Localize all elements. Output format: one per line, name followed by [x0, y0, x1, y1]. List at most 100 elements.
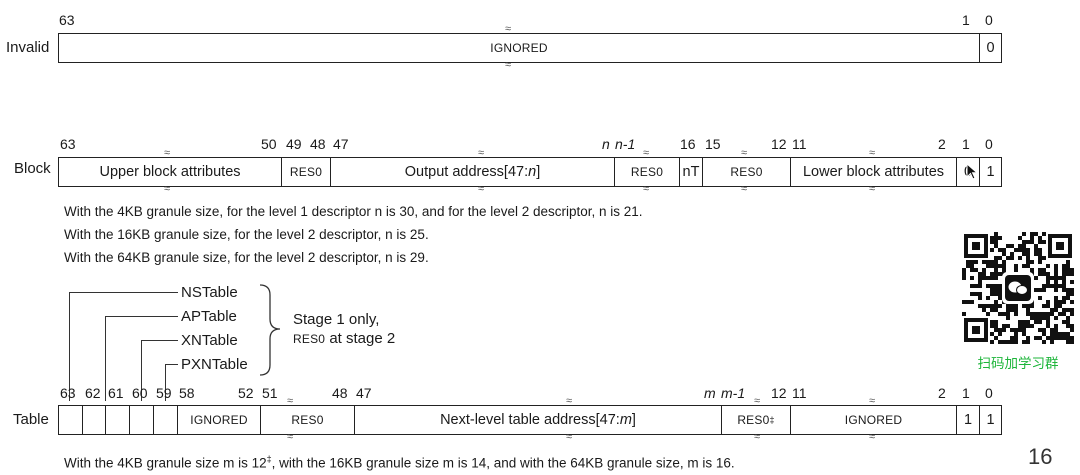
qr-module [1062, 296, 1066, 300]
qr-module [994, 292, 998, 296]
qr-module [1006, 244, 1010, 248]
break-mark-icon: ≈ [478, 183, 485, 195]
qr-module [1066, 320, 1070, 324]
upper-block-attributes-field: Upper block attributes [99, 164, 241, 180]
qr-module [1034, 316, 1038, 320]
qr-module [978, 284, 982, 288]
qr-module [1026, 264, 1030, 268]
next-address-suffix: ] [631, 412, 636, 428]
block-note-4kb: With the 4KB granule size, for the level… [64, 204, 643, 219]
qr-module [994, 300, 998, 304]
bit-number-2: 2 [938, 385, 946, 401]
qr-module [994, 288, 998, 292]
qr-module [1070, 340, 1074, 344]
qr-module [1066, 324, 1070, 328]
block-row-label: Block [14, 160, 51, 177]
break-mark-icon: ≈ [754, 431, 761, 443]
bit-number-63: 63 [60, 385, 76, 401]
stage1-only-note: Stage 1 only, [293, 311, 380, 328]
qr-module [1066, 316, 1070, 320]
qr-module [986, 260, 990, 264]
qr-module [1070, 300, 1074, 304]
field-divider [679, 158, 680, 186]
field-divider [330, 158, 331, 186]
qr-module [1034, 336, 1038, 340]
page-number: 16 [1028, 444, 1053, 469]
output-address-suffix: ] [536, 164, 541, 180]
ignored-field: IGNORED [190, 413, 248, 427]
qr-module [1070, 328, 1074, 332]
qr-module [1070, 292, 1074, 296]
qr-module [1018, 236, 1022, 240]
qr-module [1054, 288, 1058, 292]
qr-module [1062, 312, 1066, 316]
qr-module [990, 332, 994, 336]
bit-number-0: 0 [985, 385, 993, 401]
qr-module [962, 300, 966, 304]
qr-module [1010, 336, 1014, 340]
qr-module [998, 292, 1002, 296]
footnote-part1: With the 4KB granule size m is 12 [64, 455, 267, 471]
qr-module [1070, 268, 1074, 272]
qr-module [1054, 264, 1058, 268]
qr-module [1010, 328, 1014, 332]
qr-module [966, 264, 970, 268]
qr-module [1042, 312, 1046, 316]
qr-module [1062, 264, 1066, 268]
field-divider [979, 406, 980, 434]
res0-field: RES0 [730, 165, 763, 179]
res0-field: RES0 [289, 165, 323, 179]
qr-module [1046, 336, 1050, 340]
qr-module [1042, 316, 1046, 320]
qr-module [1038, 260, 1042, 264]
bit-number-15: 15 [705, 136, 721, 152]
qr-module [1026, 260, 1030, 264]
bit-number-61: 61 [108, 385, 124, 401]
qr-module [990, 324, 994, 328]
legend-nstable: NSTable [181, 284, 238, 301]
qr-module [1070, 288, 1074, 292]
qr-module [1026, 248, 1030, 252]
qr-module [994, 264, 998, 268]
qr-module [1030, 260, 1034, 264]
qr-module [978, 276, 982, 280]
qr-module [1018, 248, 1022, 252]
output-address-field: Output address[47: n] [331, 158, 614, 186]
bit-number-n-minus-1: n-1 [615, 136, 636, 152]
wechat-qr-code[interactable] [962, 232, 1074, 344]
qr-module [994, 276, 998, 280]
break-mark-icon: ≈ [741, 147, 748, 159]
bit-number-11: 11 [792, 385, 807, 401]
qr-module [1046, 264, 1050, 268]
qr-module [1042, 288, 1046, 292]
qr-module [1030, 324, 1034, 328]
qr-module [1002, 340, 1006, 344]
qr-module [1042, 340, 1046, 344]
field-divider [82, 406, 83, 434]
qr-module [1006, 340, 1010, 344]
qr-module [998, 236, 1002, 240]
qr-module [994, 244, 998, 248]
qr-module [1002, 328, 1006, 332]
field-divider [129, 406, 130, 434]
qr-module [998, 288, 1002, 292]
qr-caption: 扫码加学习群 [977, 356, 1059, 372]
table-row-label: Table [13, 411, 49, 428]
bit-number-62: 62 [85, 385, 101, 401]
qr-module [990, 236, 994, 240]
aptable-leader-line [105, 316, 178, 401]
qr-module [1054, 328, 1058, 332]
qr-module [990, 264, 994, 268]
next-address-prefix: Next-level table address[47: [440, 412, 620, 428]
qr-module [1038, 320, 1042, 324]
qr-module [994, 260, 998, 264]
qr-module [986, 304, 990, 308]
bit-number-51: 51 [262, 385, 278, 401]
qr-module [970, 284, 974, 288]
qr-module [1046, 324, 1050, 328]
qr-module [1058, 300, 1062, 304]
break-mark-icon: ≈ [869, 147, 876, 159]
qr-module [1014, 308, 1018, 312]
qr-module [970, 264, 974, 268]
xntable-leader-line [141, 340, 178, 401]
